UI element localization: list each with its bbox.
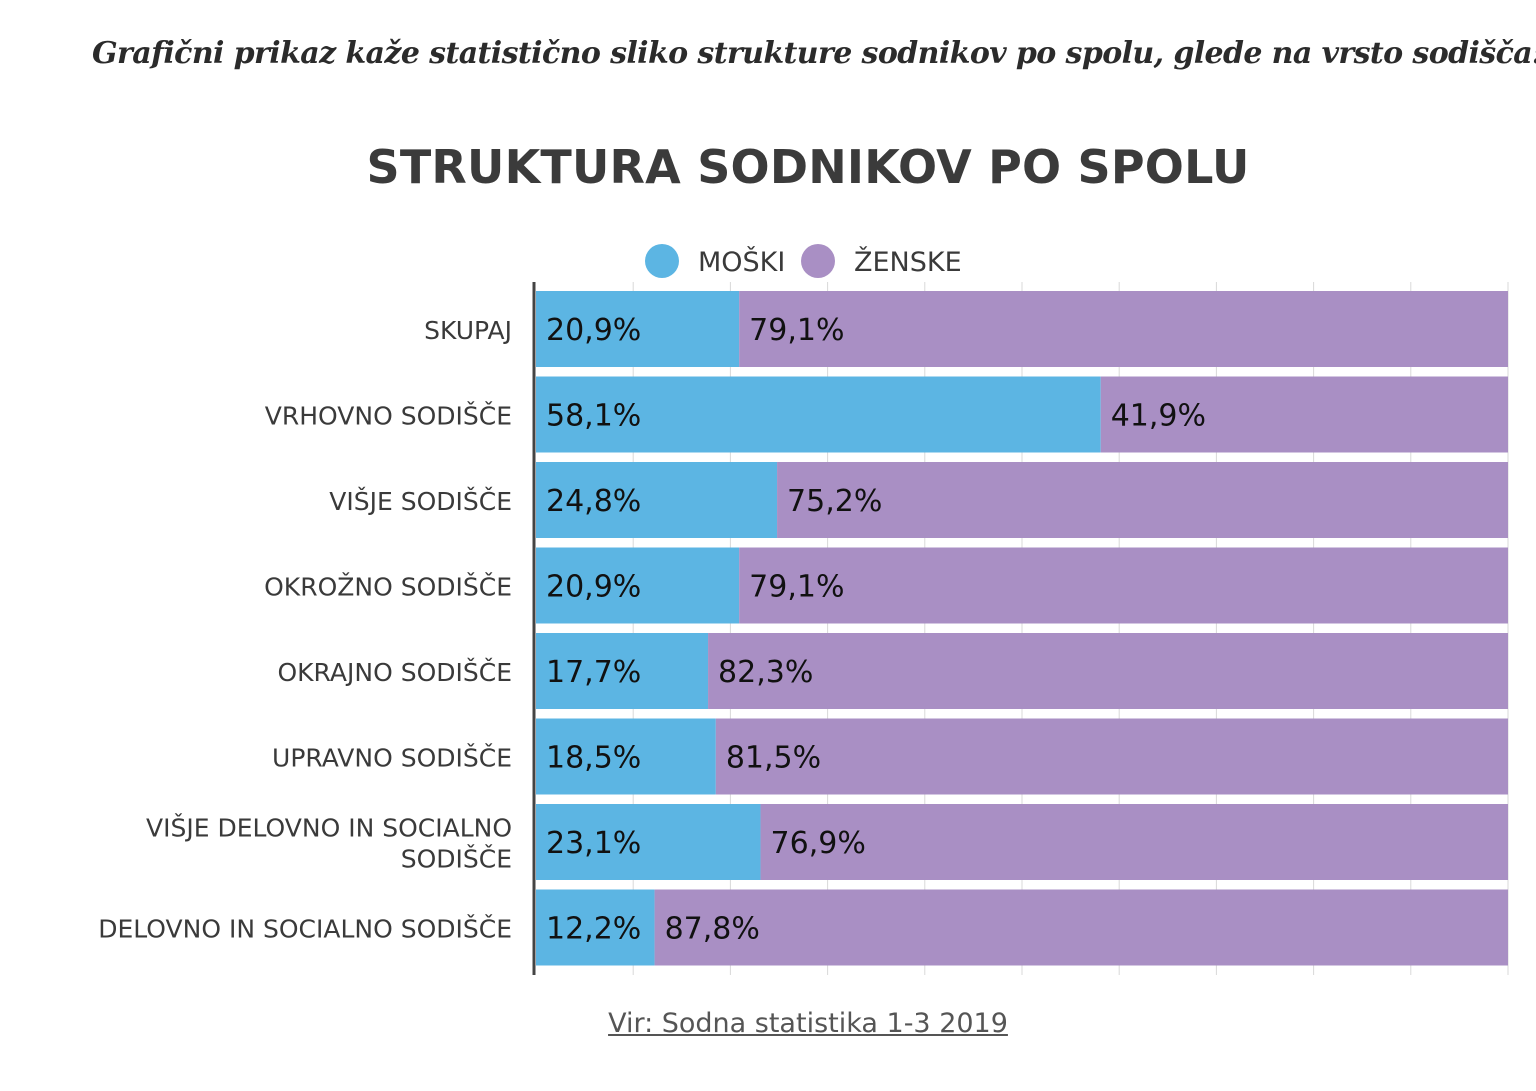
data-label-moski-7: 12,2% <box>546 912 641 947</box>
data-label-moski-1: 58,1% <box>546 399 641 434</box>
data-label-zenske-6: 76,9% <box>771 826 866 861</box>
bar-moski-3 <box>536 547 740 624</box>
data-label-moski-6: 23,1% <box>546 826 641 861</box>
legend-label-moski: MOŠKI <box>698 246 785 278</box>
bar-zenske-2 <box>777 462 1508 538</box>
data-label-moski-3: 20,9% <box>546 570 641 605</box>
category-label-6: VIŠJE DELOVNO IN SOCIALNO <box>146 813 512 843</box>
data-label-zenske-4: 82,3% <box>718 655 813 690</box>
data-label-zenske-7: 87,8% <box>665 912 760 947</box>
category-label-5: UPRAVNO SODIŠČE <box>272 743 512 773</box>
bar-zenske-7 <box>654 889 1508 966</box>
bar-zenske-4 <box>708 633 1508 709</box>
bar-moski-4 <box>536 633 709 709</box>
bar-moski-0 <box>536 291 740 367</box>
bar-moski-2 <box>536 462 778 538</box>
bar-zenske-5 <box>715 718 1508 795</box>
legend-swatch-zenske <box>801 244 835 278</box>
category-label-0: SKUPAJ <box>424 316 512 345</box>
bar-moski-7 <box>536 889 655 966</box>
bar-zenske-6 <box>760 804 1508 880</box>
data-label-moski-5: 18,5% <box>546 741 641 776</box>
legend-label-zenske: ŽENSKE <box>854 246 962 278</box>
data-label-zenske-3: 79,1% <box>749 570 844 605</box>
chart-title: STRUKTURA SODNIKOV PO SPOLU <box>366 140 1250 194</box>
bar-moski-5 <box>536 718 716 795</box>
legend-swatch-moski <box>645 244 679 278</box>
data-label-moski-2: 24,8% <box>546 484 641 519</box>
bar-zenske-1 <box>1100 376 1508 453</box>
category-label-4: OKRAJNO SODIŠČE <box>277 657 512 687</box>
bar-zenske-3 <box>739 547 1508 624</box>
source-link-container: Vir: Sodna statistika 1-3 2019 <box>0 1008 1536 1039</box>
data-label-zenske-0: 79,1% <box>749 313 844 348</box>
source-link[interactable]: Vir: Sodna statistika 1-3 2019 <box>608 1008 1008 1039</box>
category-label-6: SODIŠČE <box>401 844 512 874</box>
data-label-zenske-5: 81,5% <box>726 741 821 776</box>
category-label-1: VRHOVNO SODIŠČE <box>265 401 512 431</box>
data-label-moski-0: 20,9% <box>546 313 641 348</box>
data-label-moski-4: 17,7% <box>546 655 641 690</box>
category-label-3: OKROŽNO SODIŠČE <box>264 572 512 602</box>
bar-moski-6 <box>536 804 761 880</box>
bar-zenske-0 <box>739 291 1508 367</box>
category-label-2: VIŠJE SODIŠČE <box>329 486 512 516</box>
data-label-zenske-2: 75,2% <box>787 484 882 519</box>
intro-text: Grafični prikaz kaže statistično sliko s… <box>92 36 1536 71</box>
data-label-zenske-1: 41,9% <box>1111 399 1206 434</box>
category-label-7: DELOVNO IN SOCIALNO SODIŠČE <box>98 914 512 944</box>
stacked-bar-chart: MOŠKI ŽENSKE 20,9% 79,1% SKUPAJ 58,1% 41,9% VRH… <box>98 244 1509 975</box>
bar-moski-1 <box>536 376 1101 453</box>
